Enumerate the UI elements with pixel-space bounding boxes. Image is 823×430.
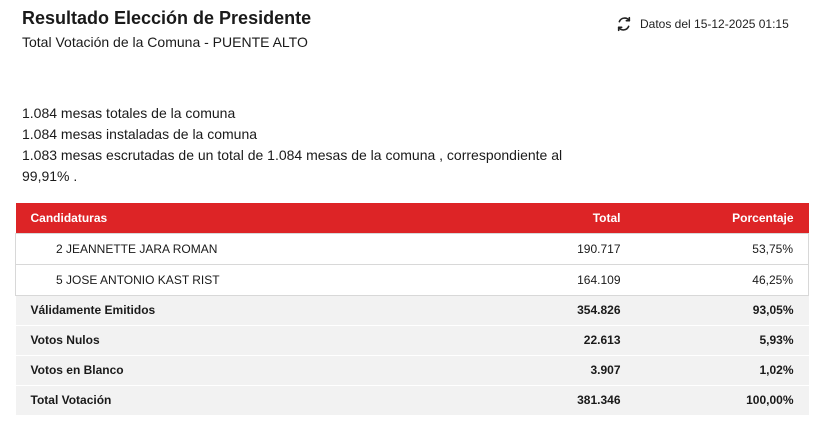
candidate-percent: 46,25% (635, 264, 809, 296)
summary-label: Votos en Blanco (15, 355, 496, 386)
candidate-name: 5 JOSE ANTONIO KAST RIST (15, 264, 496, 296)
update-info: Datos del 15-12-2025 01:15 (616, 16, 789, 32)
summary-label: Total Votación (15, 385, 496, 416)
summary-row-validos: Válidamente Emitidos 354.826 93,05% (15, 295, 809, 326)
summary-total: 381.346 (495, 385, 636, 416)
header-total: Total (592, 210, 621, 225)
candidate-total: 190.717 (495, 232, 636, 265)
table-row: 5 JOSE ANTONIO KAST RIST 164.109 46,25% (15, 264, 809, 296)
summary-percent: 93,05% (635, 295, 809, 326)
summary-percent: 1,02% (635, 355, 809, 386)
page-subtitle: Total Votación de la Comuna - PUENTE ALT… (22, 34, 308, 50)
summary-row-blanco: Votos en Blanco 3.907 1,02% (15, 355, 809, 386)
summary-row-total: Total Votación 381.346 100,00% (15, 385, 809, 416)
summary-row-nulos: Votos Nulos 22.613 5,93% (15, 325, 809, 356)
page-title: Resultado Elección de Presidente (22, 8, 312, 28)
mesas-instaladas: 1.084 mesas instaladas de la comuna (22, 126, 258, 142)
table-row: 2 JEANNETTE JARA ROMAN 190.717 53,75% (15, 232, 809, 265)
results-table: Candidaturas Total Porcentaje 2 JEANNETT… (15, 203, 809, 416)
table-header-row: Candidaturas Total Porcentaje (15, 203, 809, 233)
summary-total: 354.826 (495, 295, 636, 326)
page-header: Resultado Elección de Presidente Total V… (22, 8, 311, 50)
mesas-escrutadas: 1.083 mesas escrutadas de un total de 1.… (22, 147, 563, 184)
summary-label: Válidamente Emitidos (15, 295, 496, 326)
summary-total: 3.907 (495, 355, 636, 386)
summary-percent: 100,00% (635, 385, 809, 416)
mesas-info: 1.084 mesas totales de la comuna 1.084 m… (22, 103, 582, 187)
update-timestamp: Datos del 15-12-2025 01:15 (640, 17, 789, 31)
summary-label: Votos Nulos (15, 325, 496, 356)
header-candidaturas: Candidaturas (30, 210, 108, 225)
candidate-total: 164.109 (495, 264, 636, 296)
mesas-totales: 1.084 mesas totales de la comuna (22, 105, 236, 121)
header-porcentaje: Porcentaje (732, 210, 794, 225)
refresh-icon[interactable] (616, 16, 632, 32)
summary-percent: 5,93% (635, 325, 809, 356)
summary-total: 22.613 (495, 325, 636, 356)
candidate-name: 2 JEANNETTE JARA ROMAN (15, 232, 496, 265)
candidate-percent: 53,75% (635, 232, 809, 265)
